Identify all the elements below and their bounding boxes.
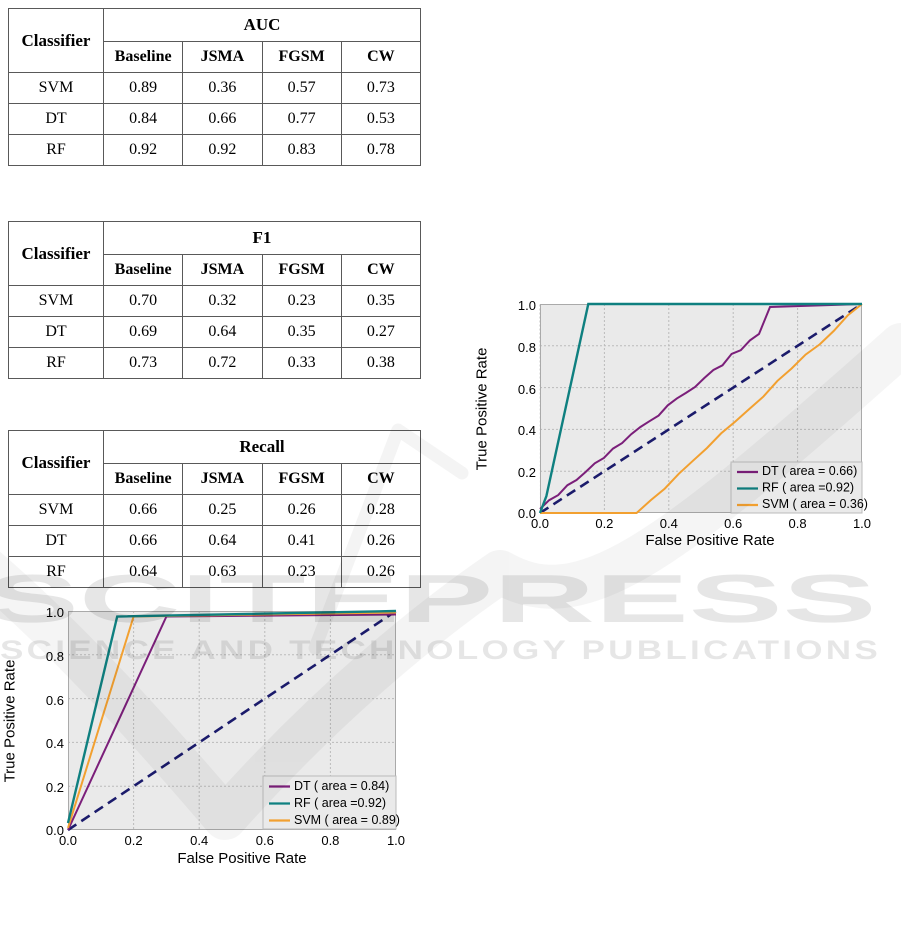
svg-text:DT ( area = 0.66): DT ( area = 0.66)	[762, 464, 857, 478]
svg-text:RF ( area =0.92): RF ( area =0.92)	[294, 796, 386, 810]
svg-text:DT ( area = 0.84): DT ( area = 0.84)	[294, 779, 389, 793]
svg-text:SVM ( area = 0.36): SVM ( area = 0.36)	[762, 497, 868, 511]
svg-text:SVM ( area = 0.89): SVM ( area = 0.89)	[294, 813, 400, 827]
svg-text:RF ( area =0.92): RF ( area =0.92)	[762, 481, 854, 495]
